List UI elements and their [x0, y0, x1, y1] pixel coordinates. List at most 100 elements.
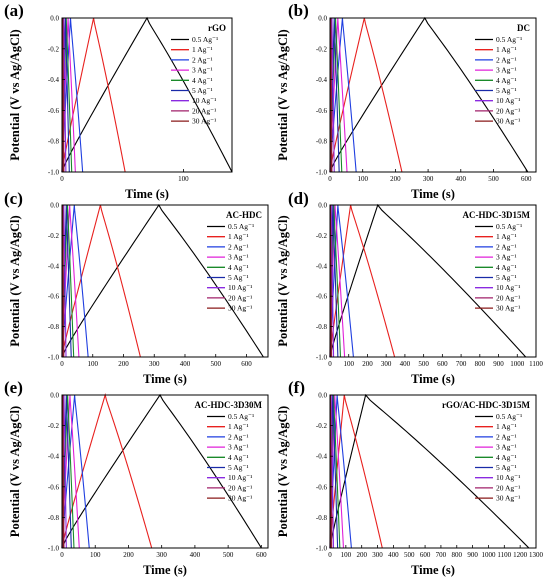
legend-entry: 0.5 Ag⁻¹	[496, 35, 522, 44]
y-tick-label: -0.8	[48, 138, 60, 146]
legend-title: DC	[517, 23, 530, 33]
panel-letter: (f)	[288, 378, 305, 397]
x-tick-label: 900	[467, 551, 478, 559]
x-tick-label: 400	[456, 175, 467, 183]
y-axis-label: Potential (V vs Ag/AgCl)	[8, 215, 22, 346]
y-tick-label: -0.8	[316, 138, 328, 146]
series-line	[61, 16, 233, 173]
y-axis-label: Potential (V vs Ag/AgCl)	[276, 215, 290, 346]
series-line	[329, 17, 357, 173]
legend-entry: 4 Ag⁻¹	[496, 76, 517, 85]
y-tick-label: 0.0	[50, 15, 59, 23]
y-tick-label: -0.6	[48, 107, 60, 115]
x-tick-label: 1300	[529, 551, 544, 559]
legend-entry: 1 Ag⁻¹	[192, 45, 213, 54]
legend-title: AC-HDC-3D30M	[195, 400, 263, 410]
legend-entry: 5 Ag⁻¹	[496, 273, 517, 282]
y-tick-label: -0.4	[316, 453, 328, 461]
panel-f: (f) Potential (V vs Ag/AgCl) Time (s) 0.0 -0…	[276, 378, 544, 577]
x-tick-label: 1200	[513, 551, 528, 559]
legend-entry: 10 Ag⁻¹	[228, 473, 252, 482]
x-tick-label: 800	[475, 360, 486, 368]
plot-frame	[61, 17, 233, 173]
legend-title: rGO	[208, 23, 226, 33]
y-tick-label: -0.4	[48, 262, 60, 270]
panel-letter: (d)	[288, 189, 309, 208]
series-line	[329, 394, 383, 549]
plot-frame	[61, 394, 269, 549]
y-tick-label: -0.6	[316, 483, 328, 491]
x-tick-label: 100	[343, 360, 354, 368]
legend-entry: 30 Ag⁻¹	[496, 304, 520, 313]
x-tick-label: 500	[210, 360, 221, 368]
legend-entry: 1 Ag⁻¹	[496, 45, 517, 54]
plot-frame	[61, 204, 269, 358]
legend-entry: 1 Ag⁻¹	[228, 232, 249, 241]
x-tick-label: 600	[420, 551, 431, 559]
x-tick-label: 600	[437, 360, 448, 368]
legend-entry: 2 Ag⁻¹	[496, 242, 517, 251]
series-line	[61, 17, 126, 173]
legend-entry: 3 Ag⁻¹	[496, 443, 517, 452]
y-tick-label: -0.8	[48, 514, 60, 522]
plot-frame	[329, 394, 537, 549]
legend-entry: 1 Ag⁻¹	[496, 422, 517, 431]
y-tick-label: -0.4	[48, 76, 60, 84]
y-tick-label: 0.0	[50, 392, 59, 400]
legend-entry: 3 Ag⁻¹	[496, 253, 517, 262]
x-tick-label: 300	[372, 551, 383, 559]
y-tick-label: -0.6	[48, 293, 60, 301]
legend-entry: 30 Ag⁻¹	[496, 494, 520, 503]
series-line	[61, 393, 262, 549]
panel-letter: (b)	[288, 1, 309, 20]
y-tick-label: -0.4	[316, 262, 328, 270]
legend-entry: 20 Ag⁻¹	[496, 293, 520, 302]
y-tick-label: -0.8	[48, 323, 60, 331]
x-axis-label: Time (s)	[143, 563, 187, 577]
series-line	[61, 203, 264, 358]
legend-entry: 4 Ag⁻¹	[496, 453, 517, 462]
x-axis-label: Time (s)	[125, 187, 169, 201]
y-axis-label: Potential (V vs Ag/AgCl)	[8, 29, 22, 160]
x-tick-label: 300	[156, 551, 167, 559]
series-line	[61, 204, 89, 358]
legend-entry: 3 Ag⁻¹	[228, 253, 249, 262]
x-tick-label: 200	[362, 360, 373, 368]
x-tick-label: 0	[60, 360, 64, 368]
y-tick-label: 0.0	[318, 202, 327, 210]
legend-entry: 10 Ag⁻¹	[496, 96, 520, 105]
x-axis-label: Time (s)	[411, 187, 455, 201]
legend-entry: 3 Ag⁻¹	[228, 443, 249, 452]
series-line	[61, 394, 90, 549]
legend-entry: 0.5 Ag⁻¹	[192, 35, 218, 44]
y-axis-label: Potential (V vs Ag/AgCl)	[276, 406, 290, 537]
x-tick-label: 800	[452, 551, 463, 559]
panel-letter: (c)	[4, 189, 23, 208]
x-tick-label: 0	[328, 175, 332, 183]
legend-entry: 5 Ag⁻¹	[496, 463, 517, 472]
legend-title: AC-HDC	[226, 210, 262, 220]
x-tick-label: 0	[328, 360, 332, 368]
legend-entry: 5 Ag⁻¹	[192, 86, 213, 95]
x-tick-label: 200	[390, 175, 401, 183]
legend-title: rGO/AC-HDC-3D15M	[442, 400, 530, 410]
series-line	[329, 204, 396, 358]
y-tick-label: -1.0	[48, 169, 60, 177]
legend-entry: 2 Ag⁻¹	[496, 55, 517, 64]
panel-d: (d) Potential (V vs Ag/AgCl) Time (s) 0.0 -0…	[276, 189, 543, 386]
x-tick-label: 400	[400, 360, 411, 368]
legend-entry: 2 Ag⁻¹	[192, 55, 213, 64]
series-line	[329, 16, 529, 173]
panel-letter: (a)	[4, 1, 24, 20]
legend-entry: 30 Ag⁻¹	[228, 494, 252, 503]
legend-entry: 0.5 Ag⁻¹	[496, 222, 522, 231]
legend-entry: 4 Ag⁻¹	[228, 263, 249, 272]
y-tick-label: -1.0	[316, 354, 328, 362]
y-tick-label: -0.2	[48, 232, 60, 240]
legend-entry: 10 Ag⁻¹	[496, 283, 520, 292]
y-axis-label: Potential (V vs Ag/AgCl)	[8, 406, 22, 537]
legend-entry: 1 Ag⁻¹	[228, 422, 249, 431]
x-tick-label: 600	[241, 360, 252, 368]
y-tick-label: -0.6	[48, 483, 60, 491]
